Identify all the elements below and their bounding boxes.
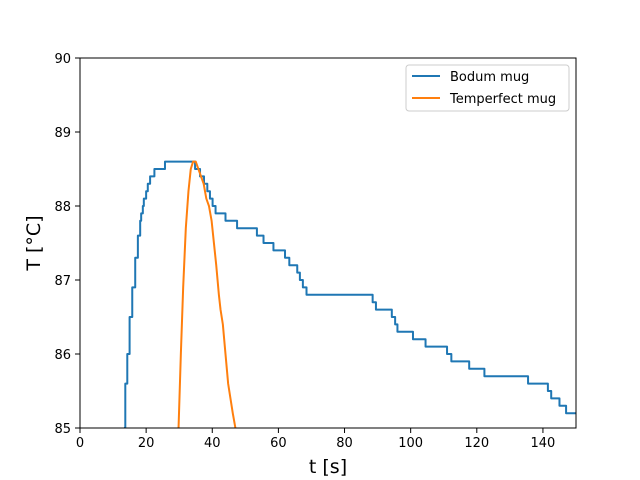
y-tick-label: 89	[54, 126, 71, 141]
series-layer	[123, 160, 576, 428]
legend-box	[405, 64, 570, 112]
x-tick-label: 140	[531, 436, 556, 451]
plot-frame	[79, 57, 577, 429]
legend: Bodum mug Temperfect mug	[405, 64, 570, 112]
x-tick-label: 80	[336, 436, 353, 451]
x-axis-label: t [s]	[309, 456, 347, 478]
series-line-temperfect-mug	[177, 160, 237, 428]
x-tick-label: 0	[76, 436, 84, 451]
y-axis-label: T [°C]	[23, 215, 45, 271]
x-tick-label: 100	[398, 436, 423, 451]
y-tick-label: 86	[54, 348, 71, 363]
y-tick-label: 90	[54, 52, 71, 67]
y-tick-label: 88	[54, 200, 71, 215]
y-tick-label: 87	[54, 274, 71, 289]
x-tick-label: 20	[138, 436, 155, 451]
x-tick-label: 60	[270, 436, 287, 451]
legend-label-temperfect: Temperfect mug	[449, 92, 556, 107]
series-line-bodum-mug	[123, 160, 576, 428]
x-tick-label: 40	[204, 436, 221, 451]
legend-label-bodum: Bodum mug	[450, 70, 529, 85]
x-axis: 0 20 40 60 80 100 120 140	[76, 428, 555, 451]
y-axis: 85 86 87 88 89 90	[54, 52, 80, 437]
y-tick-label: 85	[54, 422, 71, 437]
x-tick-label: 120	[464, 436, 489, 451]
